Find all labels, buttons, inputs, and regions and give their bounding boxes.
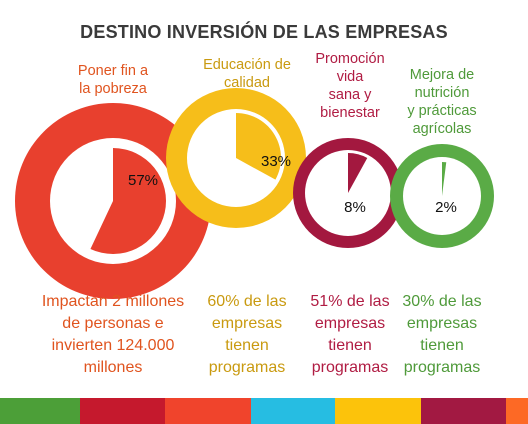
- chart-title: DESTINO INVERSIÓN DE LAS EMPRESAS: [80, 22, 448, 42]
- color-block-4: [251, 398, 335, 424]
- pie-slice-2: [236, 113, 281, 180]
- donut-chart: 57% 33% 8% 2%: [15, 88, 494, 299]
- description-2: 60% de las empresas tienen programas: [207, 293, 287, 376]
- color-block-2: [80, 398, 165, 424]
- value-label-3: 8%: [344, 199, 366, 216]
- color-block-7: [506, 398, 528, 424]
- value-label-1: 57%: [128, 172, 158, 189]
- description-1: Impactan 2 millones de personas e invierte…: [41, 293, 185, 376]
- category-label-1: Poner fin a la pobreza: [77, 63, 149, 97]
- value-label-2: 33%: [261, 153, 291, 170]
- pie-slice-4: [442, 162, 447, 196]
- color-block-1: [0, 398, 80, 424]
- pie-slice-1: [90, 148, 166, 254]
- category-label-2: Educación de calidad: [203, 57, 291, 91]
- color-strip: [0, 398, 528, 424]
- color-block-3: [165, 398, 251, 424]
- color-block-6: [421, 398, 506, 424]
- value-label-4: 2%: [435, 199, 457, 216]
- color-block-5: [335, 398, 421, 424]
- description-4: 30% de las empresas tienen programas: [402, 293, 482, 376]
- category-label-4: Mejora de nutrición y prácticas agrícolas: [407, 67, 477, 137]
- category-label-3: Promoción vida sana y bienestar: [315, 51, 385, 121]
- pie-slice-3: [348, 153, 368, 193]
- description-3: 51% de las empresas tienen programas: [310, 293, 390, 376]
